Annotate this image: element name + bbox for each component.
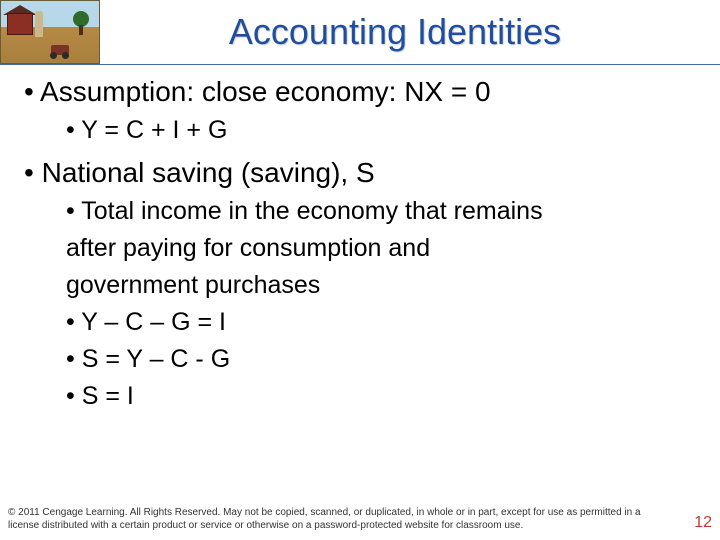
bullet-level2: Y = C + I + G <box>20 116 700 145</box>
page-number: 12 <box>694 514 712 532</box>
bullet-level2: S = I <box>20 382 700 411</box>
bullet-level1: National saving (saving), S <box>20 157 700 189</box>
title-divider <box>0 64 720 65</box>
bullet-level2: Y – C – G = I <box>20 308 700 337</box>
title-band: Accounting Identities <box>0 0 720 64</box>
decorative-thumbnail <box>0 0 100 64</box>
bullet-level2-cont: after paying for consumption and <box>20 234 700 263</box>
slide-body: Assumption: close economy: NX = 0 Y = C … <box>20 76 700 419</box>
bullet-level2: Total income in the economy that remains <box>20 197 700 226</box>
slide: Accounting Identities Assumption: close … <box>0 0 720 540</box>
bullet-level2-cont: government purchases <box>20 271 700 300</box>
bullet-level1: Assumption: close economy: NX = 0 <box>20 76 700 108</box>
copyright-text: © 2011 Cengage Learning. All Rights Rese… <box>8 507 660 532</box>
slide-title: Accounting Identities <box>100 11 720 53</box>
bullet-level2: S = Y – C - G <box>20 345 700 374</box>
